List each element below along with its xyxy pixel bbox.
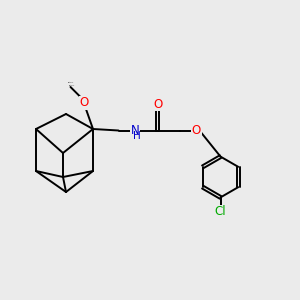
Text: H: H: [133, 131, 140, 141]
Text: O: O: [153, 98, 162, 111]
Text: Cl: Cl: [215, 205, 226, 218]
Text: O: O: [192, 124, 201, 137]
Text: N: N: [130, 124, 140, 137]
Text: O: O: [80, 96, 88, 110]
Text: methoxy: methoxy: [69, 84, 75, 86]
Text: methoxy: methoxy: [68, 82, 74, 83]
